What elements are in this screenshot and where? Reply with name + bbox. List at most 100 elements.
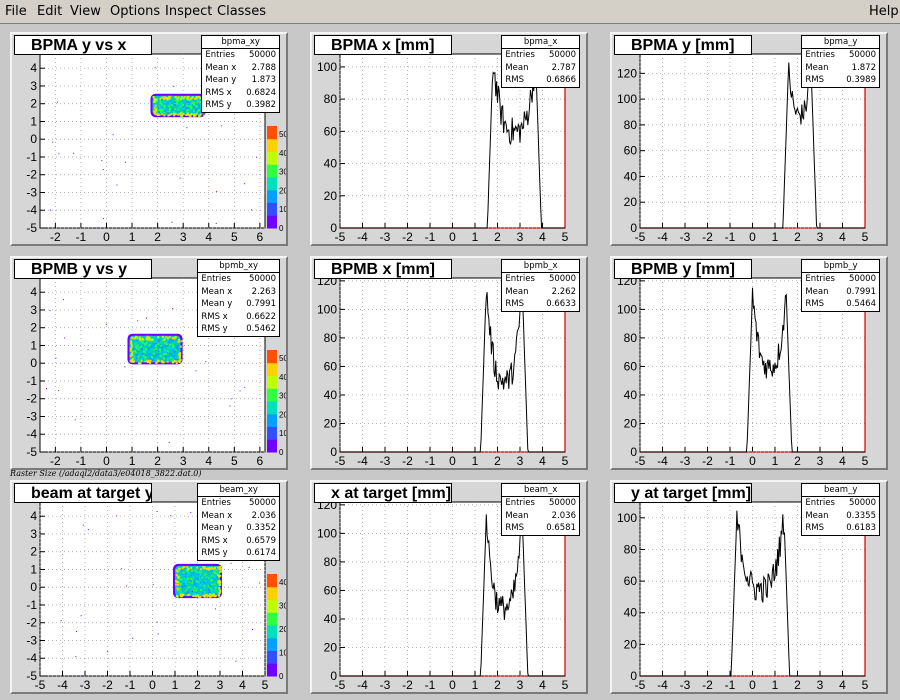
hist2d-cell [156, 344, 159, 347]
hist2d-cell [182, 109, 185, 112]
hist2d-cell [172, 355, 175, 358]
pad-beam-x[interactable]: -5 -4 -3 -2 -1 0 1 2 3 4 5 120 100 80 60 40 20 0 x at tar… [310, 480, 588, 694]
hist2d-cell [159, 346, 162, 349]
y-tick-label: 80 [324, 92, 338, 106]
hist2d-cell [154, 110, 157, 113]
hist2d-cell [179, 595, 182, 598]
hist2d-cell [158, 106, 161, 109]
pad-bpmb-y[interactable]: -5 -4 -3 -2 -1 0 1 2 3 4 5 120 100 80 60 40 20 0 BPMB y [… [610, 256, 888, 470]
hist2d-stray [60, 620, 62, 622]
stats-value: 50000 [548, 274, 576, 284]
hist2d-cell [135, 353, 138, 356]
hist2d-cell [143, 343, 146, 346]
menu-edit[interactable]: Edit [37, 4, 63, 19]
menu-help[interactable]: Help [869, 4, 899, 19]
menu-inspect[interactable]: Inspect [165, 4, 213, 19]
hist2d-cell [203, 587, 206, 590]
y-tick-label: -3 [26, 185, 37, 199]
x-tick-label: -1 [125, 678, 136, 692]
stats-box: bpmb_x Entries 50000 Mean 2.262 RMS 0.6633 [501, 259, 580, 312]
menu-file[interactable]: File [5, 4, 27, 19]
hist2d-cell [218, 587, 221, 590]
stats-row: Mean 0.7991 [802, 286, 879, 299]
y-tick-label: 3 [30, 303, 37, 317]
hist2d-cell [213, 588, 216, 591]
y-tick-label: -3 [26, 409, 37, 423]
hist1d-line [340, 51, 565, 229]
y-tick-label: 80 [324, 555, 338, 569]
hist2d-stray [82, 524, 84, 526]
x-tick-label: -2 [50, 230, 61, 244]
x-tick-label: 6 [257, 454, 264, 468]
pad-bpma-y[interactable]: -5 -4 -3 -2 -1 0 1 2 3 4 5 120 100 80 60 40 20 0 BPMA y [… [610, 32, 888, 246]
stats-row: Mean 2.262 [502, 286, 579, 299]
pad-bpma-xy[interactable]: -2 -1 0 1 2 3 4 5 6 4 3 2 1 0 -1 -2 -3 -4 -5 50 40 30 20 10 0 BP… [10, 32, 288, 246]
x-tick-label: 4 [839, 230, 846, 244]
hist2d-cell [158, 104, 161, 107]
hist2d-cell [161, 361, 164, 364]
hist2d-cell [178, 353, 181, 356]
hist2d-cell [171, 101, 174, 104]
hist2d-cell [210, 579, 213, 582]
stats-box: bpmb_y Entries 50000 Mean 0.7991 RMS 0.5464 [801, 259, 880, 312]
x-tick-label: -1 [425, 678, 436, 692]
hist2d-cell [186, 109, 189, 112]
y-tick-label: 1 [30, 114, 37, 128]
hist2d-cell [178, 109, 181, 112]
hist2d-cell [201, 592, 204, 595]
y-tick-label: 80 [624, 542, 638, 556]
hist2d-cell [203, 590, 206, 593]
hist2d-cell [159, 102, 162, 105]
x-tick-label: 1 [129, 454, 136, 468]
hist2d-cell [141, 341, 144, 344]
hist2d-cell [214, 590, 217, 593]
pad-bpmb-x[interactable]: -5 -4 -3 -2 -1 0 1 2 3 4 5 120 100 80 60 40 20 0 BPMB x [… [310, 256, 588, 470]
hist2d-cell [170, 353, 173, 356]
hist2d-cell [198, 115, 201, 118]
menu-options[interactable]: Options [110, 4, 161, 19]
x-tick-label: -3 [380, 454, 391, 468]
y-tick-label: -3 [26, 633, 37, 647]
x-tick-label: 2 [194, 678, 201, 692]
stats-value: 0.3982 [246, 100, 276, 110]
stats-box: beam_x Entries 50000 Mean 2.036 RMS 0.6581 [501, 483, 580, 536]
y-tick-label: 2 [30, 545, 37, 559]
root-canvas[interactable]: -2 -1 0 1 2 3 4 5 6 4 3 2 1 0 -1 -2 -3 -4 -5 50 40 30 20 10 0 BP… [0, 25, 900, 700]
stats-key: RMS [805, 523, 824, 533]
y-tick-label: 100 [617, 92, 637, 106]
pad-bpmb-xy[interactable]: -2 -1 0 1 2 3 4 5 6 4 3 2 1 0 -1 -2 -3 -4 -5 50 40 30 20 10 0 BP… [10, 256, 288, 470]
hist2d-cell [129, 347, 132, 350]
menu-view[interactable]: View [70, 4, 101, 19]
palette-label: 40 [279, 149, 286, 158]
hist2d-cell [218, 594, 221, 597]
x-tick-label: 4 [539, 678, 546, 692]
pad-beam-xy[interactable]: -5 -4 -3 -2 -1 0 1 2 3 4 5 4 3 2 1 0 -1 -2 -3 -4 -5 40 30 20 10 0… [10, 480, 288, 694]
stats-box: bpmb_xy Entries 50000 Mean x 2.263 Mean y 0.79… [197, 259, 280, 337]
stats-key: Mean [805, 62, 829, 73]
stats-value: 50000 [848, 274, 876, 284]
hist2d-cell [180, 114, 183, 117]
pad-bpma-x[interactable]: -5 -4 -3 -2 -1 0 1 2 3 4 5 100 80 60 40 20 0 BPMA x [mm]… [310, 32, 588, 246]
hist2d-cell [175, 580, 178, 583]
hist2d-cell [179, 345, 182, 348]
stats-row: RMS 0.6581 [502, 522, 579, 535]
y-tick-label: 20 [624, 195, 638, 209]
x-tick-label: -2 [102, 678, 113, 692]
hist2d-cell [171, 337, 174, 340]
x-tick-label: -1 [425, 454, 436, 468]
hist2d-cell [196, 571, 199, 574]
hist2d-cell [160, 345, 163, 348]
hist2d-cell [199, 104, 202, 107]
hist2d-cell [185, 582, 188, 585]
hist2d-cell [135, 335, 138, 338]
hist2d-cell [205, 576, 208, 579]
hist2d-cell [131, 354, 134, 357]
hist2d-cell [210, 583, 213, 586]
hist2d-cell [168, 109, 171, 112]
hist2d-cell [129, 360, 132, 363]
menu-classes[interactable]: Classes [217, 4, 266, 19]
pad-beam-y[interactable]: -5 -4 -3 -2 -1 0 1 2 3 4 5 100 80 60 40 20 0 y at target… [610, 480, 888, 694]
hist2d-cell [213, 566, 216, 569]
hist2d-cell [166, 344, 169, 347]
hist2d-cell [183, 107, 186, 110]
